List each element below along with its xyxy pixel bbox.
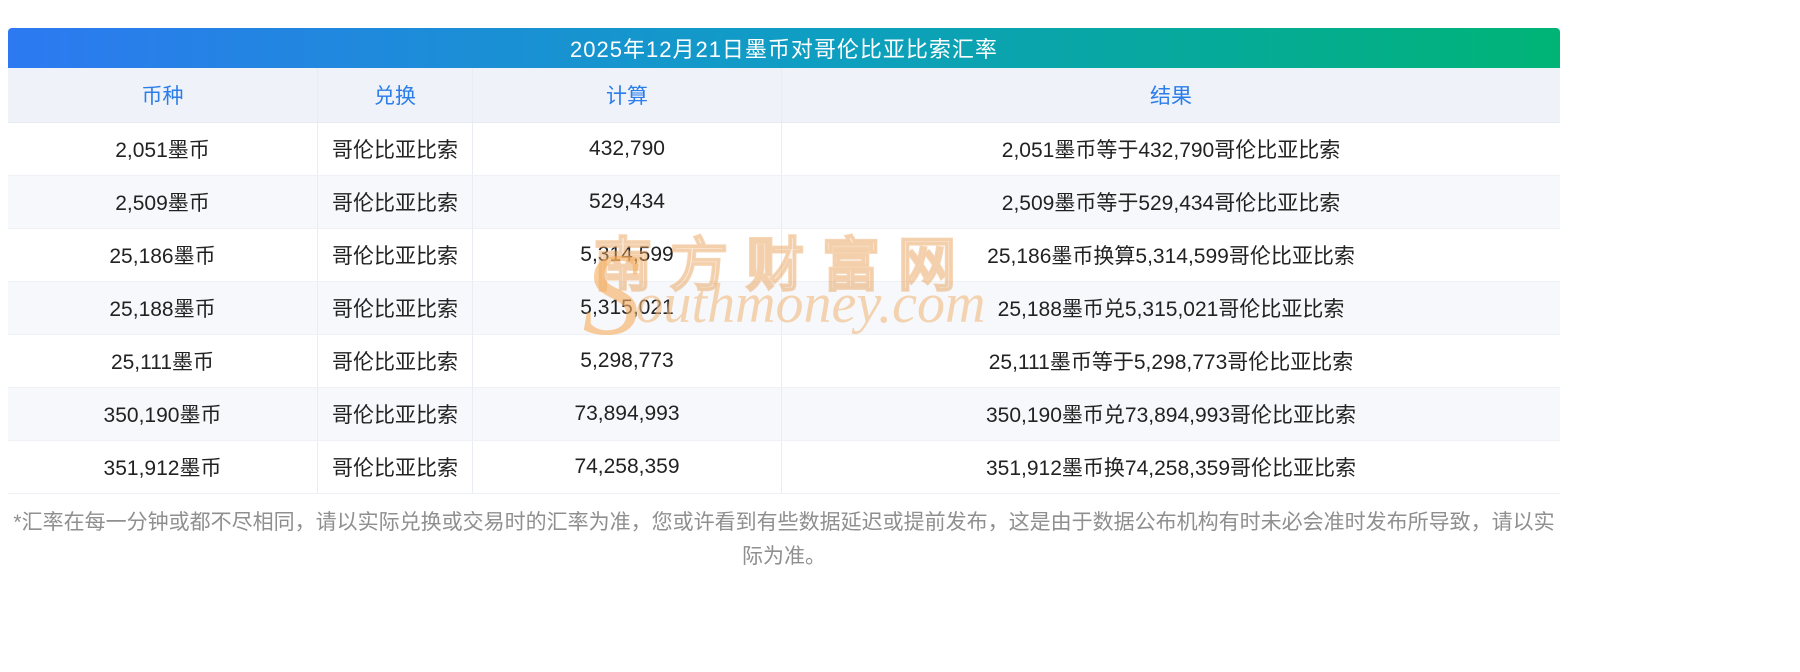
content-container: 2025年12月21日墨币对哥伦比亚比索汇率 币种 兑换 计算 结果 2,051… [8,28,1560,573]
result-cell: 25,188墨币兑5,315,021哥伦比亚比索 [997,298,1345,321]
disclaimer-footnote: *汇率在每一分钟或都不尽相同，请以实际兑换或交易时的汇率为准，您或许看到有些数据… [13,511,1555,568]
exchange-cell: 哥伦比亚比索 [318,123,473,175]
calculation-cell: 5,315,021 [473,282,782,334]
page-title: 2025年12月21日墨币对哥伦比亚比索汇率 [570,37,998,62]
calculation-cell: 432,790 [473,123,782,175]
result-cell: 25,111墨币等于5,298,773哥伦比亚比索 [988,351,1354,374]
result-cell: 2,051墨币等于432,790哥伦比亚比索 [1001,139,1341,162]
table-row: 25,188墨币 哥伦比亚比索 5,315,021 25,188墨币兑5,315… [8,282,1560,335]
currency-cell: 2,051墨币 [8,123,318,175]
calculation-cell: 74,258,359 [473,441,782,493]
exchange-rate-table: 币种 兑换 计算 结果 2,051墨币 哥伦比亚比索 432,790 2,051… [8,68,1560,494]
table-header-row: 币种 兑换 计算 结果 [8,68,1560,123]
exchange-cell: 哥伦比亚比索 [318,229,473,281]
table-row: 25,186墨币 哥伦比亚比索 5,314,599 25,186墨币换算5,31… [8,229,1560,282]
calculation-cell: 529,434 [473,176,782,228]
column-header-currency: 币种 [8,68,318,122]
currency-cell: 350,190墨币 [8,388,318,440]
result-cell: 350,190墨币兑73,894,993哥伦比亚比索 [985,404,1356,427]
column-header-calculation: 计算 [473,68,782,122]
currency-cell: 351,912墨币 [8,441,318,493]
exchange-cell: 哥伦比亚比索 [318,335,473,387]
currency-cell: 25,186墨币 [8,229,318,281]
calculation-cell: 73,894,993 [473,388,782,440]
currency-cell: 2,509墨币 [8,176,318,228]
column-header-result: 结果 [1150,85,1192,108]
exchange-cell: 哥伦比亚比索 [318,282,473,334]
exchange-cell: 哥伦比亚比索 [318,176,473,228]
title-banner: 2025年12月21日墨币对哥伦比亚比索汇率 [8,28,1560,68]
exchange-cell: 哥伦比亚比索 [318,441,473,493]
exchange-cell: 哥伦比亚比索 [318,388,473,440]
result-cell: 25,186墨币换算5,314,599哥伦比亚比索 [987,245,1355,268]
currency-cell: 25,111墨币 [8,335,318,387]
calculation-cell: 5,298,773 [473,335,782,387]
table-row: 2,051墨币 哥伦比亚比索 432,790 2,051墨币等于432,790哥… [8,123,1560,176]
table-body: 2,051墨币 哥伦比亚比索 432,790 2,051墨币等于432,790哥… [8,123,1560,494]
table-row: 351,912墨币 哥伦比亚比索 74,258,359 351,912墨币换74… [8,441,1560,494]
table-row: 25,111墨币 哥伦比亚比索 5,298,773 25,111墨币等于5,29… [8,335,1560,388]
result-cell: 2,509墨币等于529,434哥伦比亚比索 [1001,192,1341,215]
result-cell: 351,912墨币换74,258,359哥伦比亚比索 [985,457,1356,480]
currency-cell: 25,188墨币 [8,282,318,334]
column-header-exchange: 兑换 [318,68,473,122]
table-row: 2,509墨币 哥伦比亚比索 529,434 2,509墨币等于529,434哥… [8,176,1560,229]
calculation-cell: 5,314,599 [473,229,782,281]
table-row: 350,190墨币 哥伦比亚比索 73,894,993 350,190墨币兑73… [8,388,1560,441]
